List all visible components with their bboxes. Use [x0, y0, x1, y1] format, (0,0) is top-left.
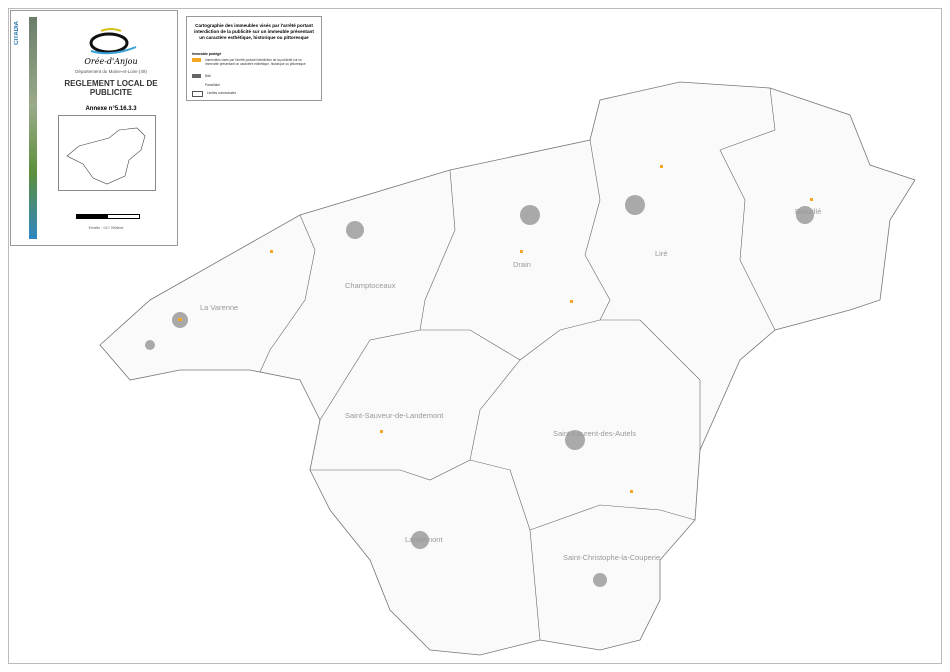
page-frame	[8, 8, 942, 664]
document-title: REGLEMENT LOCAL DE PUBLICITE	[64, 79, 158, 97]
protected-buildings	[178, 165, 813, 493]
commune-label: Liré	[655, 249, 668, 258]
legend-item: Immeubles visés par l'arrêté portant int…	[192, 58, 312, 66]
legend-section: Immeuble protégé	[192, 52, 222, 56]
annexe-number: Annexe n°5.16.3.3	[85, 106, 137, 112]
logo-text: Orée-d'Anjou	[84, 57, 138, 66]
built-areas	[145, 195, 814, 587]
swatch	[192, 74, 201, 78]
legend-item: Bâti	[192, 74, 211, 78]
commune-label: Landemont	[405, 535, 443, 544]
scale-bar	[76, 214, 140, 219]
commune-logo	[89, 28, 137, 55]
territory-outline	[99, 81, 916, 656]
swatch	[192, 83, 201, 87]
commune-label: Saint-Laurent-des-Autels	[553, 429, 636, 438]
legend-title: Cartographie des immeubles visés par l'a…	[194, 23, 314, 41]
legend-label: Immeubles visés par l'arrêté portant int…	[205, 58, 306, 66]
commune-label: Saint-Christophe-la-Couperie	[563, 553, 660, 562]
legend-item: Limites communales	[192, 91, 236, 97]
commune-label: Bouzillé	[795, 207, 821, 216]
commune-label: Saint-Sauveur-de-Landemont	[345, 411, 444, 420]
legend-item: Parcellaire	[192, 83, 220, 87]
photo-strip	[29, 17, 37, 239]
commune-label: Champtoceaux	[345, 281, 396, 290]
brand-logo: CITADIA	[14, 21, 20, 45]
department: Département du Maine-et-Loire (49)	[75, 69, 147, 74]
legend-label: Bâti	[205, 74, 211, 78]
legend-label: Parcellaire	[205, 83, 221, 87]
title-block: CITADIA Orée-d'Anjou Département du Main…	[10, 10, 178, 246]
swatch	[192, 91, 203, 97]
commune-label: La Varenne	[200, 303, 238, 312]
legend: Cartographie des immeubles visés par l'a…	[186, 16, 322, 101]
swatch	[192, 58, 201, 62]
legend-label: Limites communales	[207, 91, 237, 95]
overview-map	[58, 115, 156, 191]
commune-label: Drain	[513, 260, 531, 269]
scale-text: Echelle : 1/17 000ème	[88, 226, 124, 230]
commune-boundaries	[259, 87, 776, 641]
